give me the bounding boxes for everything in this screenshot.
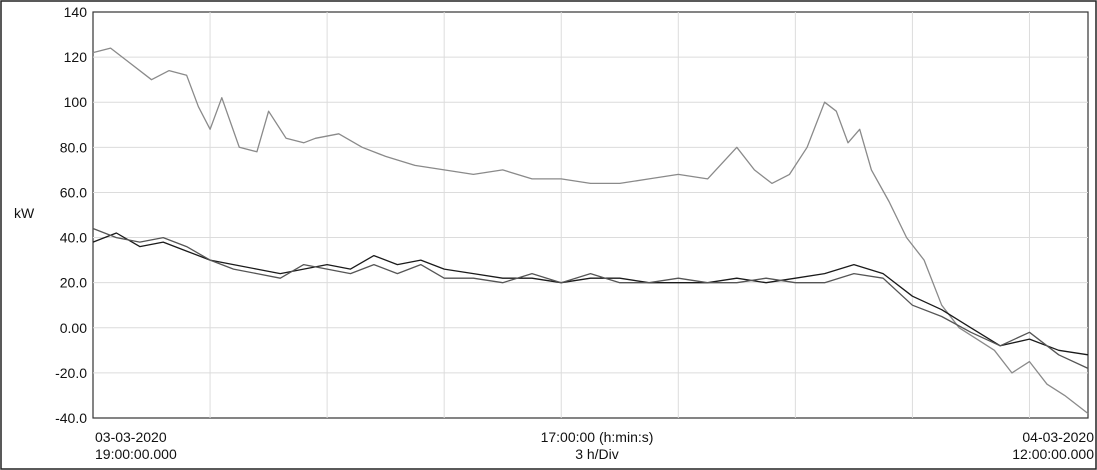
y-tick-label: 80.0: [60, 139, 87, 155]
y-tick-label: 40.0: [60, 230, 87, 246]
plot-area: [92, 11, 1089, 419]
y-tick-label: 120: [64, 49, 88, 65]
series-line-3: [92, 227, 1089, 369]
x-division-label: 3 h/Div: [575, 446, 619, 462]
y-tick-label: -20.0: [55, 365, 87, 381]
y-tick-label: 20.0: [60, 275, 87, 291]
series-layer: [92, 47, 1089, 415]
y-tick-label: 100: [64, 94, 88, 110]
x-start-date: 03-03-2020: [95, 429, 167, 445]
y-tick-label: 60.0: [60, 184, 87, 200]
x-end-date: 04-03-2020: [1022, 429, 1094, 445]
y-tick-label: 0.00: [60, 320, 87, 336]
y-tick-label: 140: [64, 4, 88, 20]
series-line-2: [92, 232, 1089, 356]
x-center-label: 17:00:00 (h:min:s): [541, 429, 654, 445]
y-axis-label: kW: [14, 205, 35, 221]
series-line-1: [92, 47, 1089, 415]
grid: [93, 12, 1088, 418]
y-tick-label: -40.0: [55, 410, 87, 426]
y-axis-ticks: 140 120 100 80.0 60.0 40.0 20.0 0.00 -20.0 -40.0: [55, 4, 87, 426]
x-end-time: 12:00:00.000: [1012, 446, 1094, 462]
x-start-time: 19:00:00.000: [95, 446, 177, 462]
